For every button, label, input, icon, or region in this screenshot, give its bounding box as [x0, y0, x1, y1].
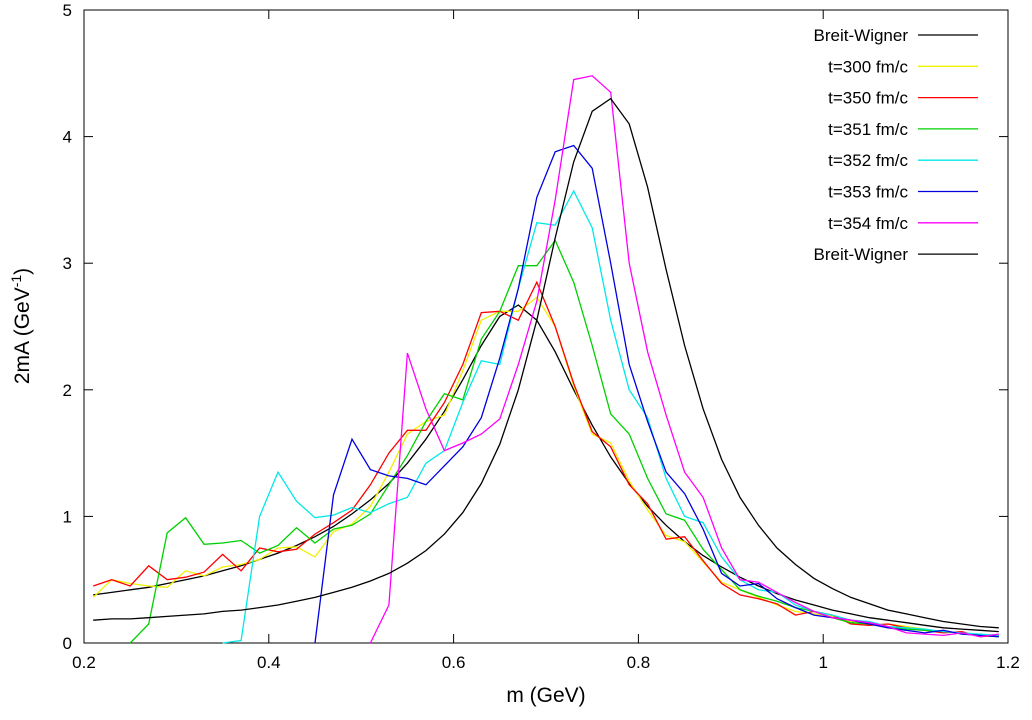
y-tick-label: 0: [63, 634, 72, 653]
y-tick-label: 5: [63, 1, 72, 20]
y-axis-label-sup: -1: [8, 275, 24, 288]
legend-label: Breit-Wigner: [814, 245, 909, 264]
legend-label: Breit-Wigner: [814, 26, 909, 45]
series-line: [222, 189, 999, 644]
y-tick-label: 3: [63, 254, 72, 273]
legend-label: t=354 fm/c: [828, 214, 908, 233]
x-tick-label: 1: [818, 653, 827, 672]
y-axis-label-text: 2mA (GeV: [11, 287, 34, 384]
series-line: [314, 144, 999, 644]
x-tick-label: 0.8: [627, 653, 651, 672]
series-line: [369, 75, 999, 644]
y-tick-label: 4: [63, 128, 72, 147]
plot-frame: [83, 9, 1009, 644]
y-axis-label: 2mA (GeV-1): [8, 268, 34, 384]
x-tick-label: 0.6: [442, 653, 466, 672]
series-line: [129, 239, 999, 644]
series-line: [93, 304, 999, 633]
series-line: [92, 296, 999, 638]
legend-label: t=300 fm/c: [828, 57, 908, 76]
legend-label: t=353 fm/c: [828, 183, 908, 202]
x-tick-label: 0.2: [72, 653, 96, 672]
x-axis-label: m (GeV): [506, 684, 585, 707]
y-tick-label: 2: [63, 381, 72, 400]
x-tick-label: 1.2: [996, 653, 1020, 672]
y-tick-label: 1: [63, 507, 72, 526]
y-axis-label-suffix: ): [11, 268, 34, 275]
legend-label: t=350 fm/c: [828, 89, 908, 108]
series-line: [93, 97, 999, 629]
legend-label: t=351 fm/c: [828, 120, 908, 139]
x-tick-label: 0.4: [257, 653, 281, 672]
legend-label: t=352 fm/c: [828, 151, 908, 170]
